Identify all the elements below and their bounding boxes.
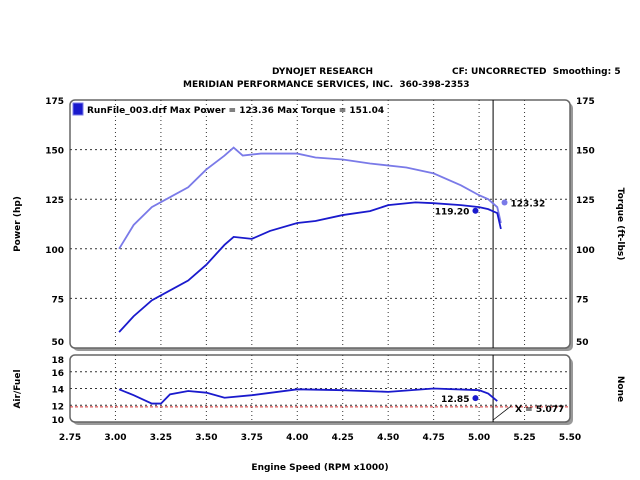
x-tick-label: 4.75	[423, 433, 445, 443]
y-tick-label-right: 125	[576, 196, 595, 206]
torque-line	[118, 146, 502, 250]
data-label: 12.85	[441, 395, 469, 405]
afr-axis-label: Air/Fuel	[13, 369, 23, 408]
x-axis-label: Engine Speed (RPM x1000)	[251, 463, 388, 473]
afr-tick-label: 10	[51, 416, 64, 426]
x-tick-label: 5.50	[559, 433, 581, 443]
data-label: 123.32	[511, 200, 546, 210]
y-tick-label-right: 150	[576, 147, 595, 157]
x-tick-label: 5.00	[468, 433, 490, 443]
afr-tick-label: 14	[51, 386, 64, 396]
x-tick-label: 4.25	[332, 433, 354, 443]
afr-tick-label: 16	[51, 369, 64, 379]
cursor-label: X = 5.077	[515, 405, 564, 415]
x-tick-label: 2.75	[59, 433, 81, 443]
y-tick-label-left: 100	[45, 246, 64, 256]
y-tick-label-right: 100	[576, 246, 595, 256]
x-tick-label: 4.00	[286, 433, 308, 443]
x-tick-label: 3.75	[241, 433, 263, 443]
data-marker	[501, 199, 508, 206]
legend-swatch	[72, 102, 84, 116]
header-subtitle: MERIDIAN PERFORMANCE SERVICES, INC. 360-…	[183, 80, 470, 90]
afr-axis-label-right: None	[615, 376, 625, 402]
y-tick-label-left: 125	[45, 196, 64, 206]
afr-tick-label: 18	[51, 356, 64, 366]
y-tick-label-left: 175	[45, 97, 64, 107]
x-tick-label: 3.00	[104, 433, 126, 443]
power-line	[118, 201, 502, 333]
y-tick-label-right: 50	[576, 338, 589, 348]
y-tick-label-left: 50	[51, 338, 64, 348]
y-tick-label-right: 75	[576, 295, 589, 305]
x-tick-label: 4.50	[377, 433, 399, 443]
y-tick-label-left: 75	[51, 295, 64, 305]
header-title: DYNOJET RESEARCH	[272, 67, 374, 77]
data-marker	[472, 207, 479, 214]
afr-tick-label: 12	[51, 402, 64, 412]
data-label: 119.20	[435, 208, 470, 218]
y-tick-label-left: 150	[45, 147, 64, 157]
data-marker	[472, 395, 479, 402]
power-plot-frame	[69, 99, 571, 349]
y-tick-label-right: 175	[576, 97, 595, 107]
y-axis-label-left: Power (hp)	[13, 196, 23, 252]
x-tick-label: 3.50	[195, 433, 217, 443]
x-tick-label: 5.25	[513, 433, 535, 443]
x-tick-label: 3.25	[150, 433, 172, 443]
afr-line	[118, 387, 498, 405]
cursor-leader	[492, 405, 512, 421]
correction-info: CF: UNCORRECTED Smoothing: 5	[452, 67, 621, 77]
y-axis-label-right: Torque (ft-lbs)	[615, 188, 625, 261]
legend-text: RunFile_003.drf Max Power = 123.36 Max T…	[87, 106, 384, 116]
